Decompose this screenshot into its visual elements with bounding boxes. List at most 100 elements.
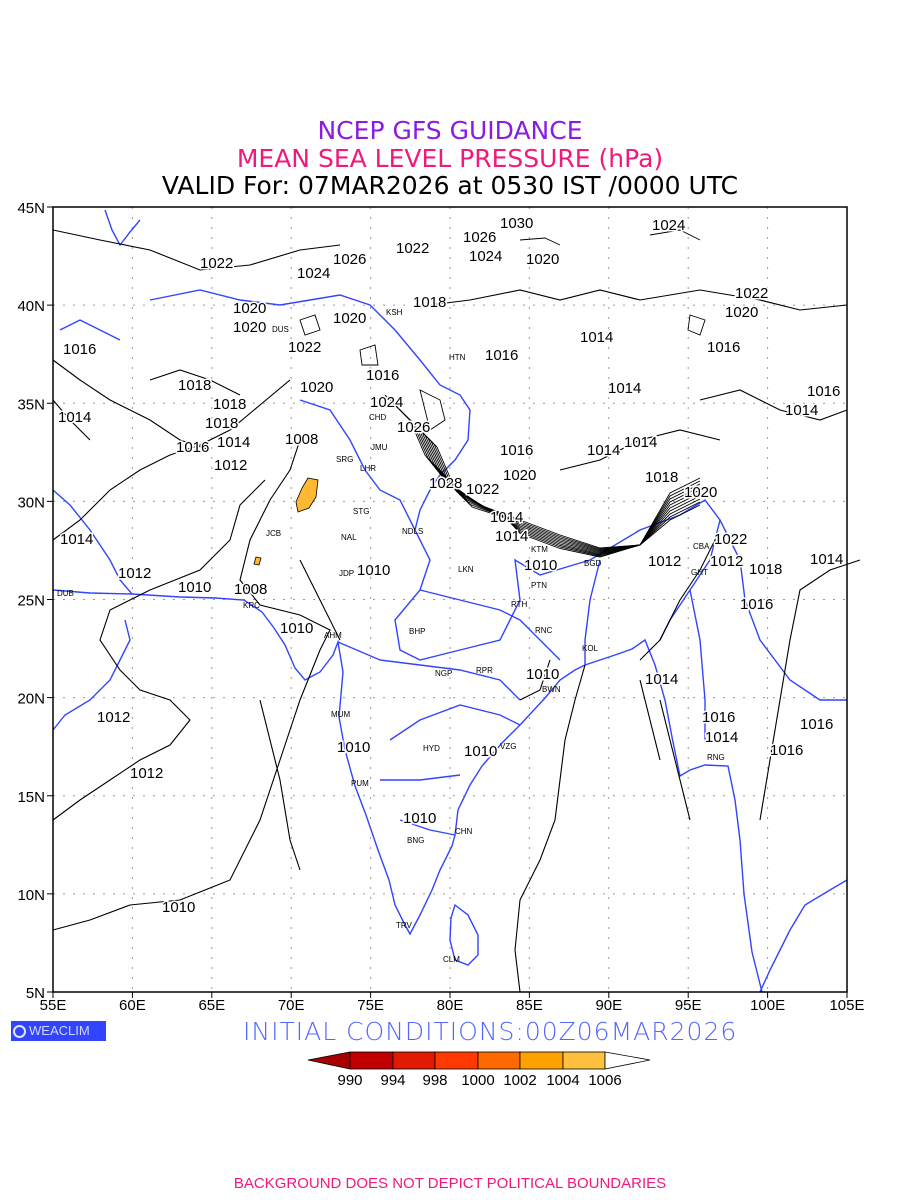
city-label: BHP bbox=[409, 627, 425, 636]
himalaya-isobar bbox=[405, 415, 701, 556]
isobar-label: 1018 bbox=[413, 294, 446, 311]
city-label: VZG bbox=[500, 742, 516, 751]
isobar-cell bbox=[519, 237, 561, 246]
lon-tick-label: 95E bbox=[675, 997, 702, 1014]
isobar-1014-west bbox=[52, 379, 291, 541]
isobar-label: 1020 bbox=[684, 484, 717, 501]
isobar-label: 1022 bbox=[200, 255, 233, 272]
colorbar-label: 994 bbox=[380, 1072, 405, 1089]
isobar-label: 1012 bbox=[118, 565, 151, 582]
isobar-label: 1016 bbox=[702, 709, 735, 726]
isobar-label: 1014 bbox=[645, 671, 678, 688]
pressure-map: 55E 60E 65E 70E 75E 80E 85E 90E 95E 100E 105E 45N 40… bbox=[17, 200, 864, 1014]
isobar-label: 1012 bbox=[130, 765, 163, 782]
isobar-label: 1018 bbox=[749, 561, 782, 578]
isobar-label: 1016 bbox=[485, 347, 518, 364]
logo-text: WEACLIM bbox=[29, 1023, 90, 1038]
indochina-coast bbox=[759, 879, 848, 993]
low-fill-small bbox=[253, 556, 262, 566]
city-label: AHM bbox=[324, 631, 342, 640]
city-label: HTN bbox=[449, 353, 466, 362]
isobar-label: 1012 bbox=[710, 553, 743, 570]
isobar-label: 1020 bbox=[233, 319, 266, 336]
city-label: KSH bbox=[386, 308, 403, 317]
city-label: KOL bbox=[582, 644, 599, 653]
himalaya-isobars bbox=[299, 229, 706, 558]
isobar-1012-west bbox=[52, 479, 266, 821]
initial-conditions: INITIAL CONDITIONS:00Z06MAR2026 bbox=[243, 1017, 738, 1046]
lat-tick-label: 10N bbox=[17, 887, 45, 904]
isobar-label: 1016 bbox=[740, 596, 773, 613]
isobar-label: 1026 bbox=[463, 229, 496, 246]
isobar-label: 1020 bbox=[503, 467, 536, 484]
isobar-cell bbox=[649, 229, 701, 241]
isobar-label: 1014 bbox=[608, 380, 641, 397]
isobar-label: 1018 bbox=[205, 415, 238, 432]
isobar-label: 1026 bbox=[333, 251, 366, 268]
city-label: GHT bbox=[691, 568, 708, 577]
lat-tick-label: 5N bbox=[26, 985, 45, 1002]
colorbar-swatch bbox=[392, 1051, 436, 1070]
isobar-label: 1008 bbox=[234, 581, 267, 598]
himalaya-isobar bbox=[396, 406, 701, 553]
borders-north bbox=[149, 289, 721, 661]
colorbar-label: 990 bbox=[337, 1072, 362, 1089]
isobar-label: 1020 bbox=[333, 310, 366, 327]
isobar-label: 1020 bbox=[233, 300, 266, 317]
city-label: STG bbox=[353, 507, 369, 516]
coastlines bbox=[52, 209, 848, 993]
city-label: DUB bbox=[57, 589, 74, 598]
isobar-label: 1022 bbox=[714, 531, 747, 548]
isobar-india-interior bbox=[259, 559, 661, 871]
colorbar-label: 1000 bbox=[461, 1072, 494, 1089]
city-label: NDLS bbox=[402, 527, 423, 536]
isobar-label: 1010 bbox=[357, 562, 390, 579]
lat-tick-label: 20N bbox=[17, 691, 45, 708]
isobar-label: 1016 bbox=[176, 439, 209, 456]
lon-tick-label: 65E bbox=[198, 997, 225, 1014]
himalaya-isobar bbox=[384, 394, 701, 549]
isobar-label: 1024 bbox=[652, 217, 685, 234]
isobar-1010-east bbox=[514, 559, 861, 993]
lon-tick-label: 55E bbox=[40, 997, 67, 1014]
isobar-1016-east bbox=[559, 389, 848, 471]
himalaya-isobar bbox=[411, 421, 701, 558]
city-label: DUS bbox=[272, 325, 289, 334]
logo-ring-icon bbox=[13, 1024, 26, 1038]
city-label: RPR bbox=[476, 666, 493, 675]
isobar-label: 1014 bbox=[587, 442, 620, 459]
himalaya-isobar bbox=[393, 403, 701, 552]
city-label: CHD bbox=[369, 413, 387, 422]
isobar-label: 1014 bbox=[58, 409, 91, 426]
isobar-1010-west bbox=[52, 439, 331, 931]
isobar-label: 1016 bbox=[500, 442, 533, 459]
lat-tick-label: 40N bbox=[17, 298, 45, 315]
isobar-label: 1016 bbox=[366, 367, 399, 384]
city-label: LKN bbox=[458, 565, 474, 574]
low-fill-thar bbox=[295, 477, 319, 513]
isobar-label: 1014 bbox=[60, 531, 93, 548]
city-label: MUM bbox=[331, 710, 350, 719]
isobar-label: 1010 bbox=[337, 739, 370, 756]
colorbar-label: 1004 bbox=[546, 1072, 579, 1089]
isobar-label: 1010 bbox=[526, 666, 559, 683]
colorbar-high-triangle bbox=[604, 1051, 651, 1070]
isobar-label: 1010 bbox=[524, 557, 557, 574]
city-label: CHN bbox=[455, 827, 473, 836]
isobar-label: 1010 bbox=[162, 899, 195, 916]
isobar-label: 1020 bbox=[526, 251, 559, 268]
isobar-label: 1018 bbox=[645, 469, 678, 486]
himalaya-isobar bbox=[399, 409, 701, 554]
isobar-cell bbox=[419, 389, 446, 431]
isobar-label: 1010 bbox=[403, 810, 436, 827]
city-label: BNG bbox=[407, 836, 424, 845]
lon-tick-label: 80E bbox=[437, 997, 464, 1014]
isobar-label: 1022 bbox=[466, 481, 499, 498]
colorbar-label: 1006 bbox=[588, 1072, 621, 1089]
colorbar: 990 994 998 1000 1002 1004 1006 bbox=[307, 1051, 651, 1089]
caspian-coast bbox=[59, 209, 141, 341]
isobar-label: 1024 bbox=[469, 248, 502, 265]
city-label: KRC bbox=[243, 601, 260, 610]
city-label: RNC bbox=[535, 626, 553, 635]
